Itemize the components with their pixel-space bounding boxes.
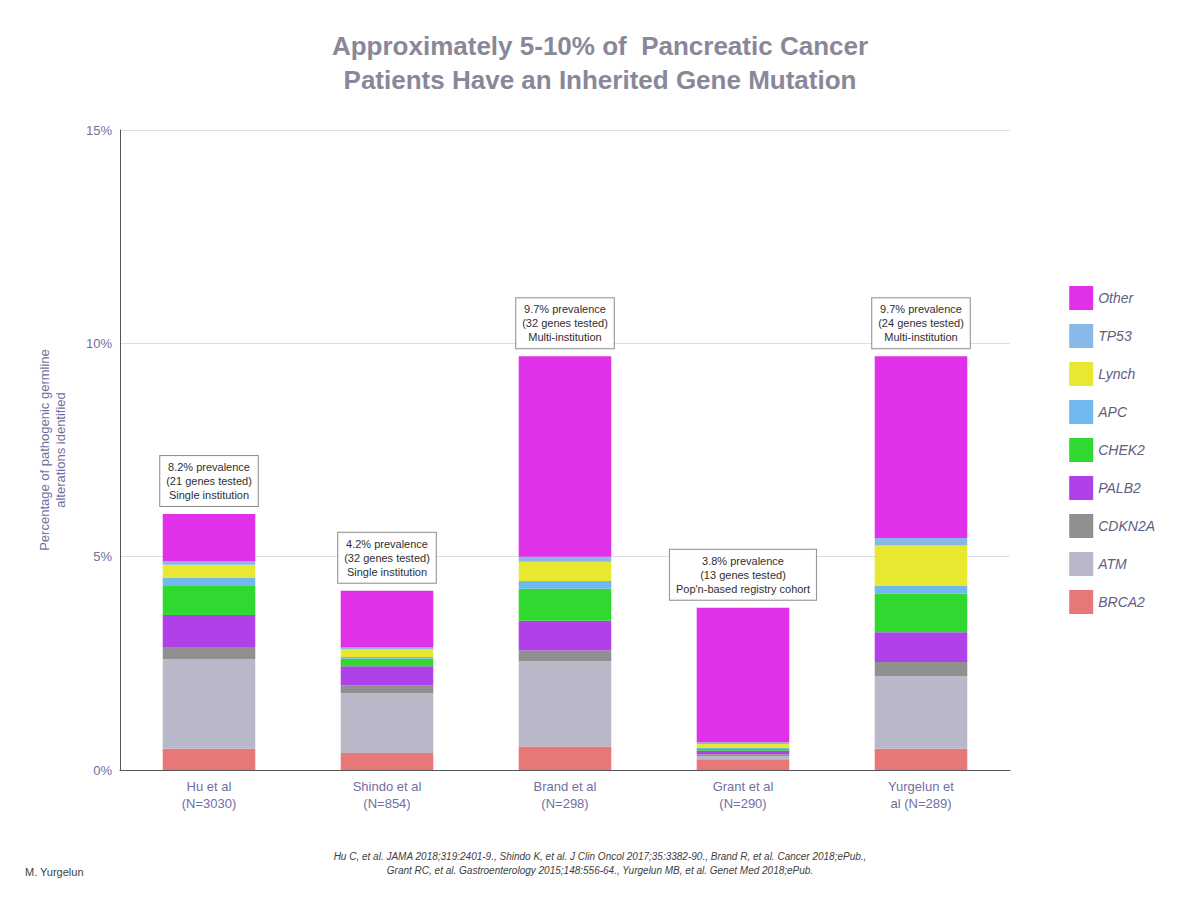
svg-text:5%: 5% bbox=[93, 549, 112, 564]
svg-text:0%: 0% bbox=[93, 763, 112, 778]
svg-text:(24 genes tested): (24 genes tested) bbox=[878, 317, 964, 329]
svg-text:Multi-institution: Multi-institution bbox=[528, 331, 601, 343]
svg-text:(N=290): (N=290) bbox=[719, 796, 766, 811]
svg-text:Yurgelun et: Yurgelun et bbox=[888, 779, 954, 794]
svg-text:CDKN2A: CDKN2A bbox=[1098, 518, 1155, 534]
svg-text:(13 genes tested): (13 genes tested) bbox=[700, 569, 786, 581]
svg-text:3.8% prevalence: 3.8% prevalence bbox=[702, 555, 784, 567]
svg-text:Multi-institution: Multi-institution bbox=[884, 331, 957, 343]
svg-text:(32 genes tested): (32 genes tested) bbox=[344, 552, 430, 564]
svg-text:Percentage of pathogenic germl: Percentage of pathogenic germline bbox=[37, 349, 52, 551]
svg-text:(N=854): (N=854) bbox=[363, 796, 410, 811]
svg-text:ATM: ATM bbox=[1097, 556, 1127, 572]
svg-text:Lynch: Lynch bbox=[1098, 366, 1135, 382]
svg-text:9.7% prevalence: 9.7% prevalence bbox=[524, 303, 606, 315]
svg-text:CHEK2: CHEK2 bbox=[1098, 442, 1145, 458]
svg-text:TP53: TP53 bbox=[1098, 328, 1132, 344]
svg-text:8.2% prevalence: 8.2% prevalence bbox=[168, 461, 250, 473]
svg-text:Hu et al: Hu et al bbox=[187, 779, 232, 794]
svg-text:Approximately 5-10% of Pancre: Approximately 5-10% of Pancreatic Cancer bbox=[332, 31, 868, 61]
svg-text:10%: 10% bbox=[86, 336, 112, 351]
svg-text:Patients Have an Inherited Gen: Patients Have an Inherited Gene Mutation bbox=[344, 65, 857, 95]
svg-text:BRCA2: BRCA2 bbox=[1098, 594, 1145, 610]
svg-text:Grant RC, et al. Gastroenterol: Grant RC, et al. Gastroenterology 2015;1… bbox=[387, 865, 813, 876]
svg-text:al (N=289): al (N=289) bbox=[890, 796, 951, 811]
svg-text:Grant et al: Grant et al bbox=[713, 779, 774, 794]
svg-text:Other: Other bbox=[1098, 290, 1134, 306]
svg-text:(N=298): (N=298) bbox=[541, 796, 588, 811]
svg-text:9.7% prevalence: 9.7% prevalence bbox=[880, 303, 962, 315]
svg-text:4.2% prevalence: 4.2% prevalence bbox=[346, 538, 428, 550]
svg-text:Single institution: Single institution bbox=[347, 566, 427, 578]
svg-text:(21 genes tested): (21 genes tested) bbox=[166, 475, 252, 487]
svg-text:PALB2: PALB2 bbox=[1098, 480, 1141, 496]
svg-text:Single institution: Single institution bbox=[169, 489, 249, 501]
svg-text:M. Yurgelun: M. Yurgelun bbox=[25, 866, 84, 878]
svg-text:APC: APC bbox=[1097, 404, 1128, 420]
svg-text:Pop'n-based registry cohort: Pop'n-based registry cohort bbox=[676, 583, 810, 595]
svg-text:alterations identified: alterations identified bbox=[53, 392, 68, 508]
svg-text:(32 genes tested): (32 genes tested) bbox=[522, 317, 608, 329]
svg-text:15%: 15% bbox=[86, 123, 112, 138]
svg-text:(N=3030): (N=3030) bbox=[182, 796, 237, 811]
svg-text:Shindo et al: Shindo et al bbox=[353, 779, 422, 794]
svg-text:Brand et al: Brand et al bbox=[534, 779, 597, 794]
svg-text:Hu C, et al. JAMA 2018;319:240: Hu C, et al. JAMA 2018;319:2401-9., Shin… bbox=[334, 851, 867, 862]
